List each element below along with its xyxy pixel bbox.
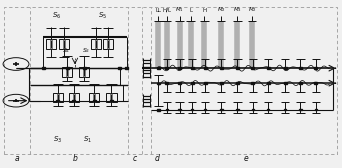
Bar [203, 67, 207, 69]
Text: $S_2$: $S_2$ [82, 46, 90, 55]
Text: $M_3$: $M_3$ [233, 6, 242, 14]
Bar [203, 82, 207, 84]
Bar [236, 67, 239, 69]
Bar [166, 67, 169, 69]
Text: $S_4$: $S_4$ [62, 46, 71, 55]
Bar [66, 67, 69, 69]
Text: d: d [155, 154, 160, 163]
Bar [315, 109, 317, 110]
Bar [204, 109, 206, 110]
Bar [220, 67, 223, 69]
Bar [314, 67, 317, 69]
Bar [66, 68, 68, 76]
Bar [299, 67, 302, 69]
Bar [4, 7, 337, 154]
Text: H: H [202, 8, 207, 13]
Bar [65, 39, 69, 49]
Bar [314, 82, 317, 84]
Bar [284, 109, 286, 110]
Bar [157, 82, 160, 84]
Bar [57, 94, 59, 101]
Text: $M_2$: $M_2$ [248, 6, 256, 14]
Bar [93, 94, 95, 101]
Bar [118, 67, 121, 69]
Bar [166, 82, 169, 84]
Text: $M_1$: $M_1$ [175, 6, 184, 14]
Text: $M_2$: $M_2$ [217, 6, 225, 14]
Bar [125, 67, 128, 69]
Bar [266, 82, 269, 84]
Text: c: c [133, 154, 137, 163]
Bar [103, 39, 107, 49]
Bar [95, 40, 97, 48]
Bar [73, 94, 75, 101]
Text: $S_5$: $S_5$ [98, 10, 107, 20]
Bar [251, 82, 254, 84]
Bar [83, 68, 85, 76]
Bar [252, 109, 254, 110]
Bar [110, 94, 113, 101]
Bar [267, 109, 269, 110]
Bar [46, 39, 50, 49]
Text: LL: LL [155, 8, 161, 13]
Bar [284, 67, 287, 69]
Bar [63, 40, 65, 48]
Bar [62, 67, 66, 76]
Bar [299, 109, 302, 110]
Bar [190, 82, 194, 84]
Text: $S_6$: $S_6$ [52, 10, 62, 20]
Bar [97, 39, 101, 49]
Text: $S_1$: $S_1$ [83, 134, 92, 145]
Bar [178, 67, 181, 69]
Bar [166, 109, 168, 110]
Bar [113, 93, 117, 102]
Bar [56, 100, 60, 101]
Bar [106, 93, 110, 102]
Text: H/L: H/L [162, 8, 171, 13]
Bar [178, 109, 181, 110]
Bar [83, 67, 86, 69]
Bar [85, 67, 89, 76]
Text: L: L [189, 8, 192, 13]
Text: e: e [244, 154, 248, 163]
Bar [220, 109, 223, 110]
Bar [107, 40, 109, 48]
Bar [110, 100, 113, 101]
Bar [73, 100, 76, 101]
Bar [191, 109, 193, 110]
Bar [93, 100, 96, 101]
Text: $S_3$: $S_3$ [53, 134, 63, 145]
Bar [157, 109, 160, 111]
Text: a: a [15, 154, 19, 163]
Bar [89, 93, 93, 102]
Bar [299, 82, 302, 84]
Bar [236, 82, 239, 84]
Bar [53, 93, 57, 102]
Bar [95, 93, 100, 102]
Bar [157, 67, 160, 69]
Bar [266, 67, 269, 69]
Bar [91, 39, 95, 49]
Bar [178, 82, 181, 84]
Text: b: b [73, 154, 78, 163]
Bar [220, 82, 223, 84]
Bar [251, 67, 254, 69]
Bar [75, 93, 79, 102]
Bar [109, 39, 113, 49]
Bar [284, 82, 287, 84]
Bar [59, 93, 63, 102]
Bar [42, 67, 45, 69]
Bar [68, 67, 72, 76]
Bar [50, 40, 52, 48]
Bar [58, 39, 63, 49]
Bar [79, 67, 83, 76]
Bar [69, 93, 73, 102]
Bar [236, 109, 239, 110]
Bar [190, 67, 194, 69]
Bar [52, 39, 56, 49]
